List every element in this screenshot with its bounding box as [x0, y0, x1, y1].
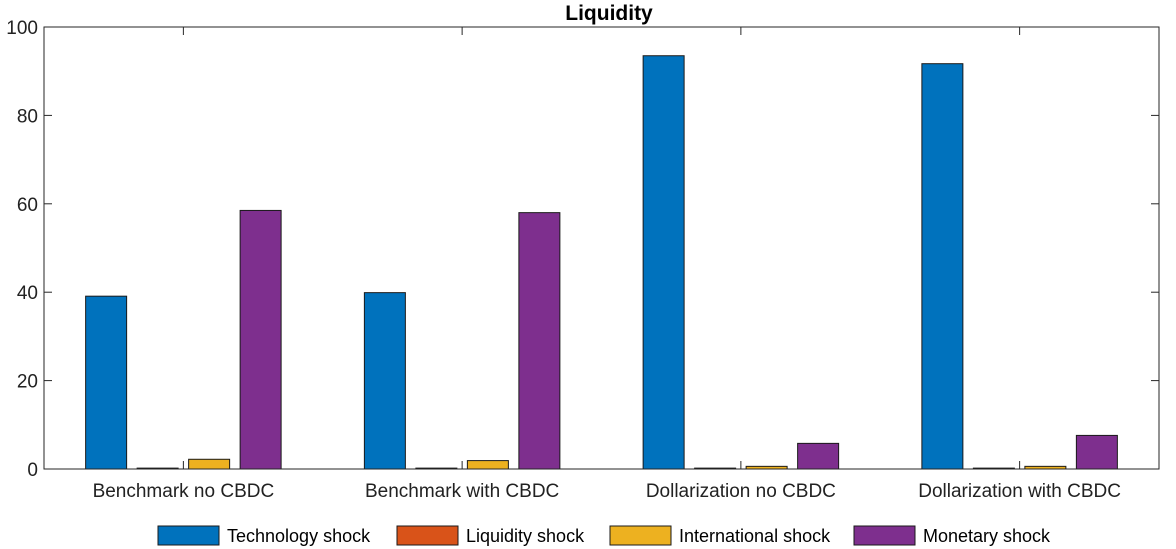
legend-swatch: [853, 525, 916, 546]
x-tick-label: Dollarization with CBDC: [918, 481, 1121, 502]
bar-technology-shock: [363, 292, 406, 470]
legend-swatch: [396, 525, 459, 546]
bar-monetary-shock: [518, 212, 561, 470]
legend-label: Technology shock: [227, 526, 371, 546]
legend-swatch: [157, 525, 220, 546]
bar-monetary-shock: [1075, 434, 1118, 470]
bars: [85, 55, 1118, 470]
x-tick-label: Benchmark no CBDC: [93, 481, 275, 502]
x-tick-label: Benchmark with CBDC: [365, 481, 559, 502]
bar-monetary-shock: [239, 209, 282, 470]
bar-technology-shock: [85, 295, 128, 470]
chart-title: Liquidity: [565, 2, 653, 25]
y-tick-label: 60: [17, 195, 38, 216]
y-axis: 0 20 40 60 80 100: [6, 18, 1159, 481]
legend: Technology shock Liquidity shock Internati…: [157, 525, 1051, 546]
y-tick-label: 0: [27, 460, 38, 481]
bar-international-shock: [188, 458, 231, 470]
legend-swatch: [609, 525, 672, 546]
y-tick-label: 40: [17, 283, 38, 304]
legend-label: Liquidity shock: [466, 526, 585, 546]
legend-label: Monetary shock: [923, 526, 1051, 546]
x-axis: Benchmark no CBDC Benchmark with CBDC Doll…: [93, 27, 1121, 502]
y-tick-label: 100: [6, 18, 38, 39]
bar-technology-shock: [921, 63, 964, 470]
plot-area: [43, 26, 1160, 470]
bar-technology-shock: [642, 55, 685, 470]
legend-label: International shock: [679, 526, 831, 546]
bar-monetary-shock: [797, 442, 840, 470]
y-tick-label: 20: [17, 372, 38, 393]
y-tick-label: 80: [17, 106, 38, 127]
x-tick-label: Dollarization no CBDC: [646, 481, 836, 502]
bar-international-shock: [466, 460, 509, 470]
